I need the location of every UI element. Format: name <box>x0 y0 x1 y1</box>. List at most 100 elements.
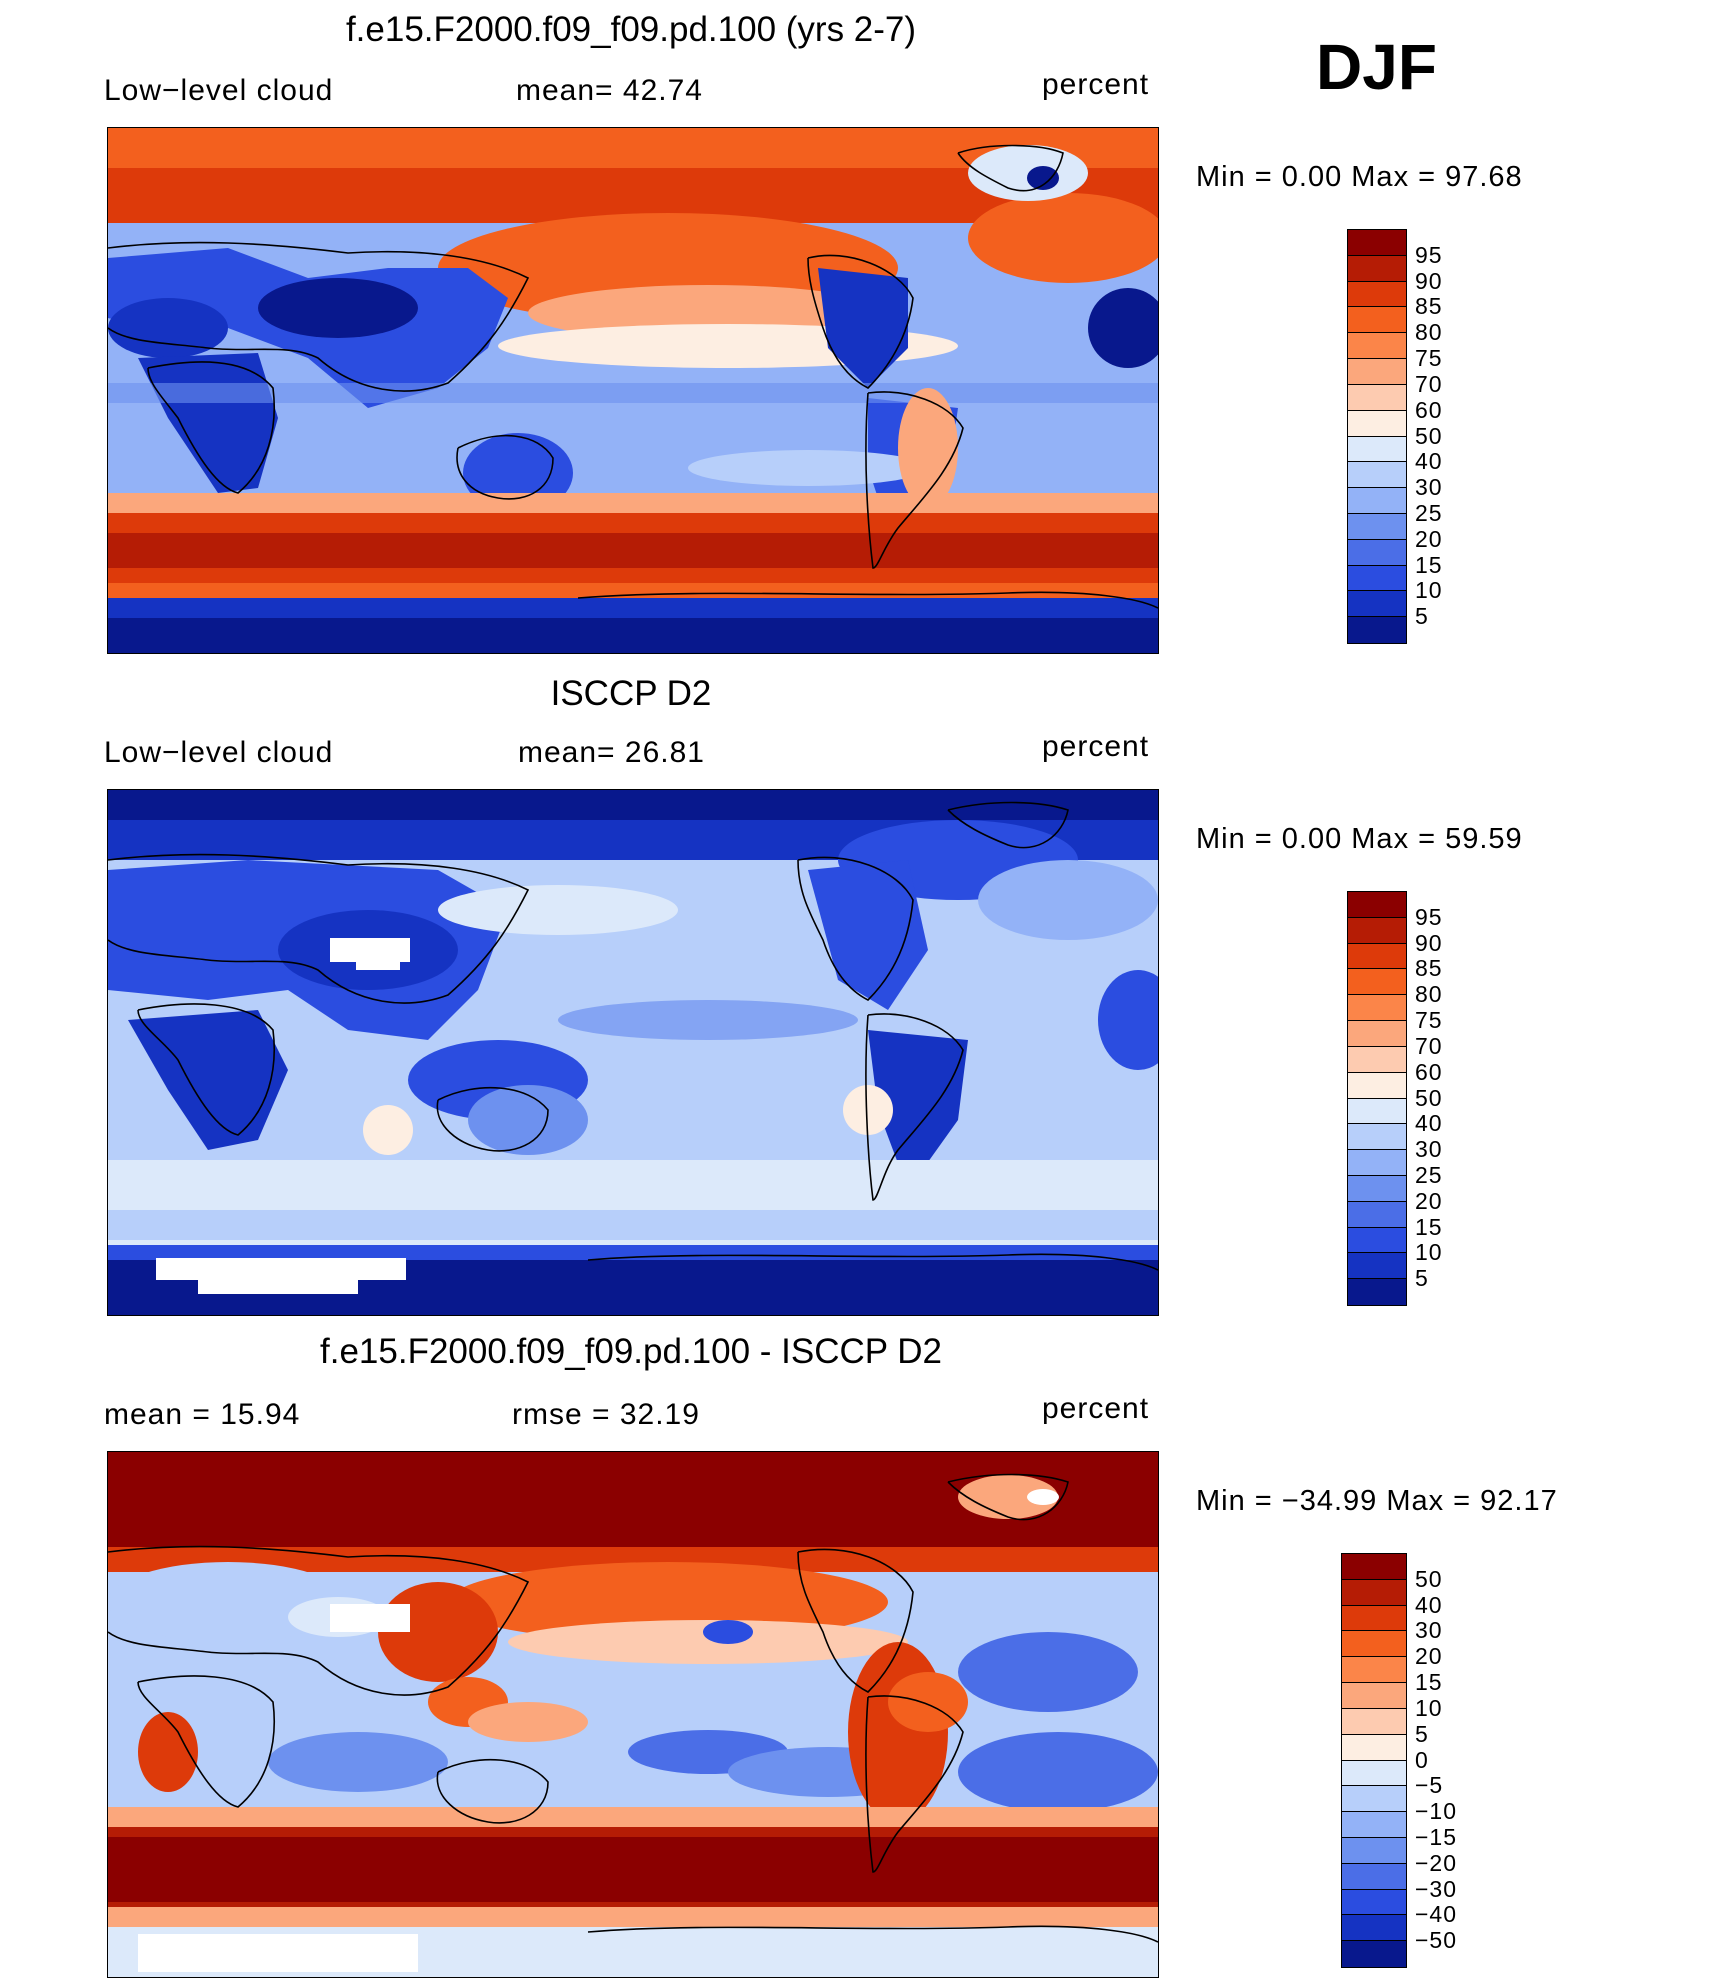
colorbar-tick-label: 20 <box>1415 525 1443 552</box>
colorbar-segment <box>1348 591 1406 618</box>
colorbar-tick-label: 95 <box>1415 241 1443 268</box>
colorbar-tick-label: −5 <box>1415 1772 1444 1799</box>
colorbar-tick-label: 15 <box>1415 1669 1443 1696</box>
panel3-units-label: percent <box>1042 1392 1150 1425</box>
colorbar-tick-label: −40 <box>1415 1901 1458 1928</box>
panel2-colorbar <box>1347 891 1407 1306</box>
colorbar-segment <box>1342 1605 1406 1632</box>
colorbar-segment <box>1342 1631 1406 1658</box>
colorbar-tick-label: 90 <box>1415 267 1443 294</box>
colorbar-tick-label: −15 <box>1415 1823 1458 1850</box>
colorbar-segment <box>1342 1941 1406 1967</box>
panel1-title: f.e15.F2000.f09_f09.pd.100 (yrs 2-7) <box>345 10 917 49</box>
colorbar-tick-label: 15 <box>1415 551 1443 578</box>
colorbar-tick-label: −20 <box>1415 1849 1458 1876</box>
colorbar-tick-label: 5 <box>1415 603 1429 630</box>
panel1-mean-label: mean= 42.74 <box>516 74 703 107</box>
colorbar-segment <box>1342 1579 1406 1606</box>
colorbar-tick-label: 50 <box>1415 1565 1443 1592</box>
colorbar-tick-label: 15 <box>1415 1213 1443 1240</box>
colorbar-segment <box>1342 1708 1406 1735</box>
colorbar-tick-label: 5 <box>1415 1720 1429 1747</box>
colorbar-tick-label: 0 <box>1415 1746 1429 1773</box>
colorbar-tick-label: 70 <box>1415 370 1443 397</box>
panel1-colorbar <box>1347 229 1407 644</box>
panel2-units-label: percent <box>1042 730 1150 763</box>
colorbar-segment <box>1348 565 1406 592</box>
colorbar-segment <box>1348 1021 1406 1047</box>
colorbar-segment <box>1348 1279 1406 1305</box>
model-low-cloud-map <box>107 127 1159 654</box>
colorbar-segment <box>1342 1786 1406 1813</box>
colorbar-segment <box>1342 1915 1406 1942</box>
colorbar-segment <box>1342 1863 1406 1890</box>
colorbar-segment <box>1348 255 1406 282</box>
colorbar-tick-label: −30 <box>1415 1875 1458 1902</box>
colorbar-tick-label: 80 <box>1415 981 1443 1008</box>
colorbar-tick-label: 25 <box>1415 1161 1443 1188</box>
colorbar-segment <box>1348 892 1406 918</box>
colorbar-tick-label: 5 <box>1415 1265 1429 1292</box>
colorbar-tick-label: 30 <box>1415 1136 1443 1163</box>
colorbar-segment <box>1348 410 1406 437</box>
colorbar-segment <box>1342 1683 1406 1709</box>
colorbar-segment <box>1342 1812 1406 1838</box>
colorbar-tick-label: 40 <box>1415 448 1443 475</box>
colorbar-segment <box>1348 1072 1406 1099</box>
colorbar-tick-label: 50 <box>1415 1084 1443 1111</box>
panel1-left-label: Low−level cloud <box>104 74 334 107</box>
colorbar-tick-label: 40 <box>1415 1591 1443 1618</box>
colorbar-tick-label: 60 <box>1415 1058 1443 1085</box>
colorbar-segment <box>1348 307 1406 334</box>
colorbar-segment <box>1348 333 1406 360</box>
colorbar-segment <box>1348 1124 1406 1151</box>
colorbar-tick-label: 75 <box>1415 1007 1443 1034</box>
panel1-minmax: Min = 0.00 Max = 97.68 <box>1196 161 1523 193</box>
colorbar-tick-label: 10 <box>1415 577 1443 604</box>
panel2-title: ISCCP D2 <box>550 674 712 713</box>
colorbar-tick-label: 60 <box>1415 396 1443 423</box>
colorbar-tick-label: 20 <box>1415 1643 1443 1670</box>
panel3-title: f.e15.F2000.f09_f09.pd.100 - ISCCP D2 <box>320 1332 942 1371</box>
colorbar-segment <box>1348 230 1406 256</box>
colorbar-tick-label: 85 <box>1415 955 1443 982</box>
colorbar-tick-label: 80 <box>1415 319 1443 346</box>
colorbar-segment <box>1348 539 1406 566</box>
colorbar-segment <box>1342 1889 1406 1916</box>
colorbar-tick-label: 30 <box>1415 474 1443 501</box>
colorbar-tick-label: 40 <box>1415 1110 1443 1137</box>
colorbar-segment <box>1348 1046 1406 1073</box>
panel1-units-label: percent <box>1042 68 1150 101</box>
colorbar-segment <box>1348 969 1406 996</box>
colorbar-segment <box>1348 995 1406 1022</box>
colorbar-tick-label: 95 <box>1415 903 1443 930</box>
colorbar-tick-label: −10 <box>1415 1798 1458 1825</box>
colorbar-tick-label: 90 <box>1415 929 1443 956</box>
colorbar-segment <box>1348 436 1406 463</box>
colorbar-segment <box>1348 513 1406 540</box>
colorbar-segment <box>1348 1201 1406 1228</box>
colorbar-segment <box>1348 1098 1406 1125</box>
colorbar-segment <box>1348 488 1406 514</box>
colorbar-segment <box>1342 1760 1406 1787</box>
colorbar-segment <box>1348 1175 1406 1202</box>
colorbar-segment <box>1342 1657 1406 1684</box>
panel3-rmse-label: rmse = 32.19 <box>512 1398 700 1431</box>
colorbar-segment <box>1348 384 1406 411</box>
colorbar-segment <box>1348 943 1406 970</box>
panel3-colorbar <box>1341 1553 1407 1968</box>
difference-map <box>107 1451 1159 1978</box>
colorbar-segment <box>1348 617 1406 643</box>
colorbar-segment <box>1348 1227 1406 1254</box>
panel2-minmax: Min = 0.00 Max = 59.59 <box>1196 823 1523 855</box>
panel3-mean-label: mean = 15.94 <box>104 1398 301 1431</box>
colorbar-tick-label: 10 <box>1415 1694 1443 1721</box>
panel2-left-label: Low−level cloud <box>104 736 334 769</box>
colorbar-tick-label: 30 <box>1415 1617 1443 1644</box>
colorbar-segment <box>1348 917 1406 944</box>
panel2-mean-label: mean= 26.81 <box>518 736 705 769</box>
colorbar-segment <box>1348 462 1406 489</box>
colorbar-segment <box>1348 359 1406 385</box>
colorbar-tick-label: 25 <box>1415 499 1443 526</box>
colorbar-tick-label: 50 <box>1415 422 1443 449</box>
